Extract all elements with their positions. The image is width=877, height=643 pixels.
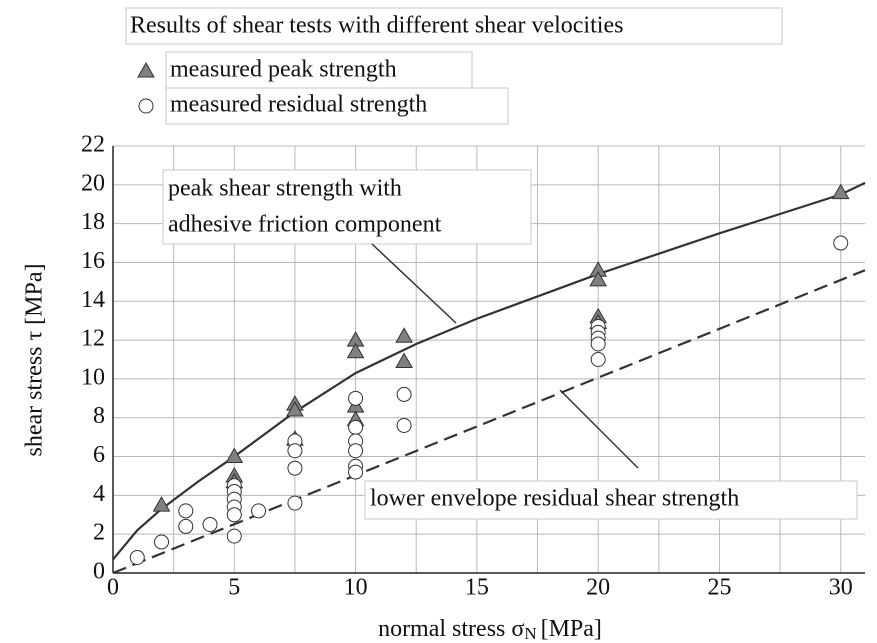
- annotation-pointer: [559, 389, 639, 469]
- x-axis-label: normal stress σN [MPa]: [378, 616, 602, 643]
- circle-marker: [833, 235, 849, 251]
- x-tick-label: 20: [586, 575, 610, 601]
- annotation-box: [162, 169, 532, 245]
- y-axis-label: shear stress τ [MPa]: [22, 264, 48, 457]
- circle-marker: [396, 417, 412, 433]
- chart-title: Results of shear tests with different sh…: [130, 13, 623, 39]
- x-axis-label-unit: [MPa]: [541, 616, 602, 642]
- circle-marker: [287, 460, 303, 476]
- legend-box: [165, 51, 473, 89]
- circle-marker: [202, 516, 218, 532]
- y-tick-label: 22: [81, 132, 105, 158]
- circle-marker: [226, 528, 242, 544]
- annotation-text: lower envelope residual shear strength: [370, 486, 739, 512]
- circle-marker: [348, 419, 364, 435]
- y-tick-label: 8: [93, 403, 105, 429]
- y-tick-label: 2: [93, 520, 105, 546]
- y-tick-label: 14: [81, 287, 105, 313]
- y-tick-label: 18: [81, 209, 105, 235]
- circle-marker: [287, 443, 303, 459]
- circle-marker: [348, 443, 364, 459]
- x-tick-label: 25: [707, 575, 731, 601]
- triangle-marker: [831, 183, 850, 200]
- circle-marker: [226, 507, 242, 523]
- triangle-marker: [395, 327, 413, 343]
- annotation-box: [364, 480, 858, 520]
- circle-marker: [348, 464, 364, 480]
- legend-label: measured residual strength: [170, 92, 427, 118]
- y-tick-label: 0: [93, 559, 105, 585]
- legend-label: measured peak strength: [170, 57, 397, 83]
- circle-marker: [348, 390, 364, 406]
- x-tick-label: 10: [344, 575, 368, 601]
- triangle-marker: [152, 496, 171, 512]
- x-tick-label: 15: [465, 575, 489, 601]
- legend-box: [165, 87, 509, 125]
- x-axis-label-subscript: N: [524, 624, 536, 643]
- circle-marker: [129, 549, 145, 565]
- y-tick-label: 10: [81, 364, 105, 390]
- title-box: [125, 7, 783, 45]
- circle-marker: [396, 386, 412, 402]
- circle-marker: [590, 352, 606, 367]
- annotation-text: adhesive friction component: [168, 212, 442, 238]
- legend-marker: [138, 98, 154, 114]
- triangle-marker: [286, 400, 304, 417]
- circle-marker: [154, 534, 170, 550]
- annotation-text: peak shear strength with: [168, 176, 402, 202]
- x-tick-label: 5: [228, 575, 240, 601]
- y-tick-label: 4: [93, 481, 105, 507]
- y-tick-label: 6: [93, 442, 105, 468]
- triangle-marker: [225, 447, 244, 464]
- y-tick-label: 20: [81, 170, 105, 196]
- y-tick-label: 16: [81, 248, 105, 274]
- circle-marker: [178, 518, 194, 534]
- x-tick-label: 30: [829, 575, 853, 601]
- triangle-marker: [395, 352, 413, 368]
- triangle-marker: [346, 342, 365, 359]
- circle-marker: [287, 495, 303, 511]
- y-tick-label: 12: [81, 326, 105, 352]
- fit-line: [112, 269, 866, 575]
- annotation-pointer: [371, 243, 457, 324]
- circle-marker: [178, 503, 194, 519]
- x-axis-label-text: normal stress σ: [378, 616, 524, 642]
- circle-marker: [251, 503, 267, 519]
- circle-marker: [590, 336, 606, 352]
- triangle-marker: [589, 270, 608, 287]
- x-tick-label: 0: [107, 575, 119, 601]
- legend-marker: [137, 61, 155, 78]
